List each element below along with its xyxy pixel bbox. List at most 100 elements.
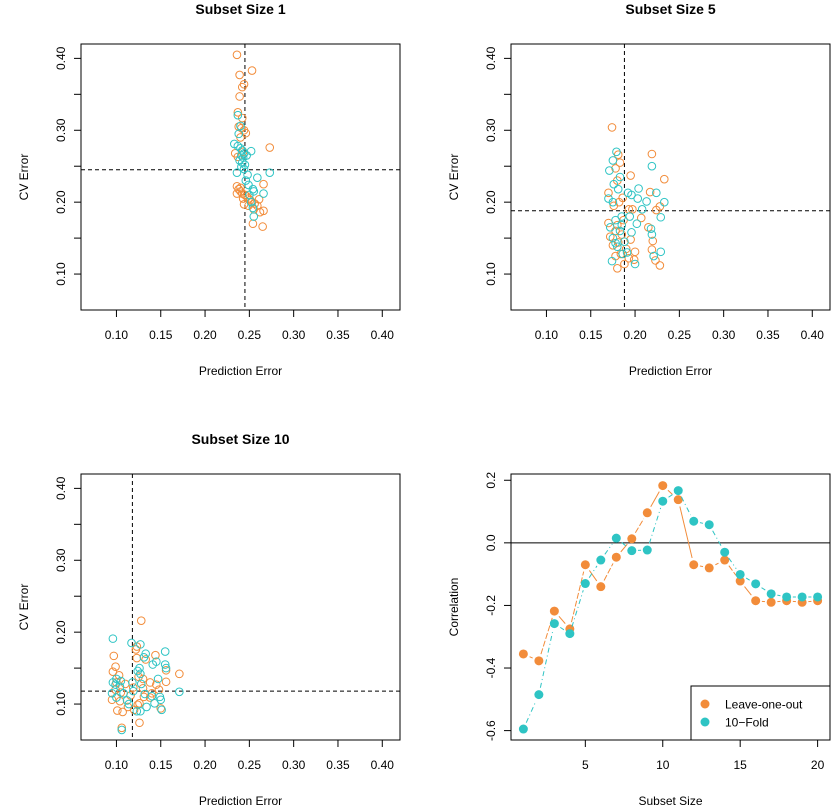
data-point bbox=[565, 629, 575, 639]
data-point bbox=[242, 151, 252, 160]
series-line-segment bbox=[588, 570, 598, 582]
data-point bbox=[136, 640, 145, 649]
y-tick-label: -0.2 bbox=[484, 595, 498, 616]
data-point bbox=[649, 251, 658, 261]
data-point bbox=[136, 679, 146, 689]
data-point bbox=[658, 496, 668, 506]
data-point bbox=[107, 688, 117, 698]
data-point bbox=[234, 129, 244, 139]
data-point bbox=[136, 706, 145, 716]
series-10-fold bbox=[229, 110, 275, 221]
data-point bbox=[627, 534, 637, 544]
data-point bbox=[236, 183, 245, 193]
data-point bbox=[153, 674, 163, 684]
series-line-segment bbox=[668, 494, 673, 498]
x-tick-label: 0.25 bbox=[238, 328, 262, 342]
data-point bbox=[133, 666, 143, 676]
y-tick-label: 0.30 bbox=[484, 118, 498, 142]
data-point bbox=[132, 653, 142, 663]
data-point bbox=[630, 247, 640, 257]
plot-frame bbox=[80, 43, 401, 311]
chart-title: Subset Size 5 bbox=[625, 1, 715, 17]
x-axis-label: Prediction Error bbox=[199, 794, 282, 808]
data-point bbox=[604, 188, 613, 198]
data-point bbox=[618, 249, 627, 259]
series-line-segment bbox=[529, 656, 533, 659]
data-point bbox=[629, 255, 639, 264]
data-point bbox=[630, 259, 640, 269]
data-point bbox=[642, 197, 651, 206]
x-tick-label: 0.25 bbox=[668, 328, 692, 342]
x-axis-label: Subset Size bbox=[638, 794, 702, 808]
data-point bbox=[626, 171, 635, 180]
y-tick-label: -0.6 bbox=[484, 720, 498, 741]
y-axis-label: CV Error bbox=[17, 584, 31, 631]
y-axis-label: CV Error bbox=[17, 154, 31, 201]
x-tick-label: 0.15 bbox=[579, 328, 603, 342]
data-point bbox=[633, 194, 643, 203]
series-line-segment bbox=[679, 506, 693, 559]
data-point bbox=[235, 156, 244, 165]
data-point bbox=[265, 168, 275, 177]
data-point bbox=[265, 143, 275, 152]
data-point bbox=[608, 197, 618, 207]
y-tick-label: -0.4 bbox=[484, 657, 498, 678]
data-point bbox=[518, 649, 528, 659]
data-point bbox=[150, 699, 159, 708]
data-point bbox=[751, 596, 761, 606]
data-point bbox=[131, 645, 141, 654]
data-point bbox=[128, 683, 138, 692]
data-point bbox=[124, 699, 134, 709]
data-point bbox=[243, 170, 252, 180]
data-point bbox=[237, 158, 247, 167]
data-point bbox=[232, 168, 242, 177]
data-point bbox=[625, 212, 635, 221]
y-tick-label: 0.20 bbox=[54, 190, 68, 214]
data-point bbox=[259, 189, 268, 198]
data-point bbox=[136, 616, 146, 625]
data-point bbox=[161, 663, 171, 673]
series-line-segment bbox=[761, 587, 766, 591]
series-line-segment bbox=[603, 563, 614, 581]
data-point bbox=[111, 680, 120, 689]
data-point bbox=[622, 248, 632, 257]
data-point bbox=[632, 219, 642, 229]
data-point bbox=[611, 533, 621, 543]
panel-bottom-left: Subset Size 10 0.10 0.15 0.20 0.25 0.30 0.35 0.… bbox=[17, 431, 401, 808]
data-point bbox=[232, 50, 242, 60]
x-tick-label: 0.25 bbox=[238, 758, 262, 772]
data-point bbox=[148, 660, 158, 669]
data-point bbox=[241, 176, 251, 185]
series-line-segment bbox=[540, 617, 553, 655]
series-line-segment bbox=[728, 565, 737, 576]
x-tick-label: 0.30 bbox=[712, 328, 736, 342]
series-line-segment bbox=[588, 565, 598, 578]
data-point bbox=[534, 690, 544, 700]
series-line-segment bbox=[650, 491, 660, 507]
x-tick-label: 0.10 bbox=[105, 758, 129, 772]
data-point bbox=[652, 205, 661, 215]
data-point bbox=[647, 230, 657, 239]
y-tick-label: 0.10 bbox=[54, 692, 68, 716]
data-point bbox=[175, 669, 184, 679]
series-10-fold bbox=[107, 634, 184, 735]
data-point bbox=[109, 651, 119, 661]
data-point bbox=[647, 245, 657, 254]
data-point bbox=[673, 495, 683, 505]
data-point bbox=[627, 546, 637, 556]
data-point bbox=[607, 256, 617, 266]
data-point bbox=[627, 228, 636, 237]
series-leave-one-out bbox=[604, 123, 669, 273]
data-point bbox=[580, 579, 590, 589]
series-line-segment bbox=[620, 543, 628, 553]
y-tick-label: 0.40 bbox=[54, 476, 68, 500]
x-tick-label: 0.30 bbox=[282, 328, 306, 342]
series-leave-one-out bbox=[230, 50, 275, 231]
data-point bbox=[604, 218, 613, 228]
x-tick-label: 0.15 bbox=[149, 758, 173, 772]
x-tick-label: 0.15 bbox=[149, 328, 173, 342]
series-line-segment bbox=[559, 626, 565, 631]
data-point bbox=[652, 188, 661, 198]
data-point bbox=[658, 481, 668, 491]
